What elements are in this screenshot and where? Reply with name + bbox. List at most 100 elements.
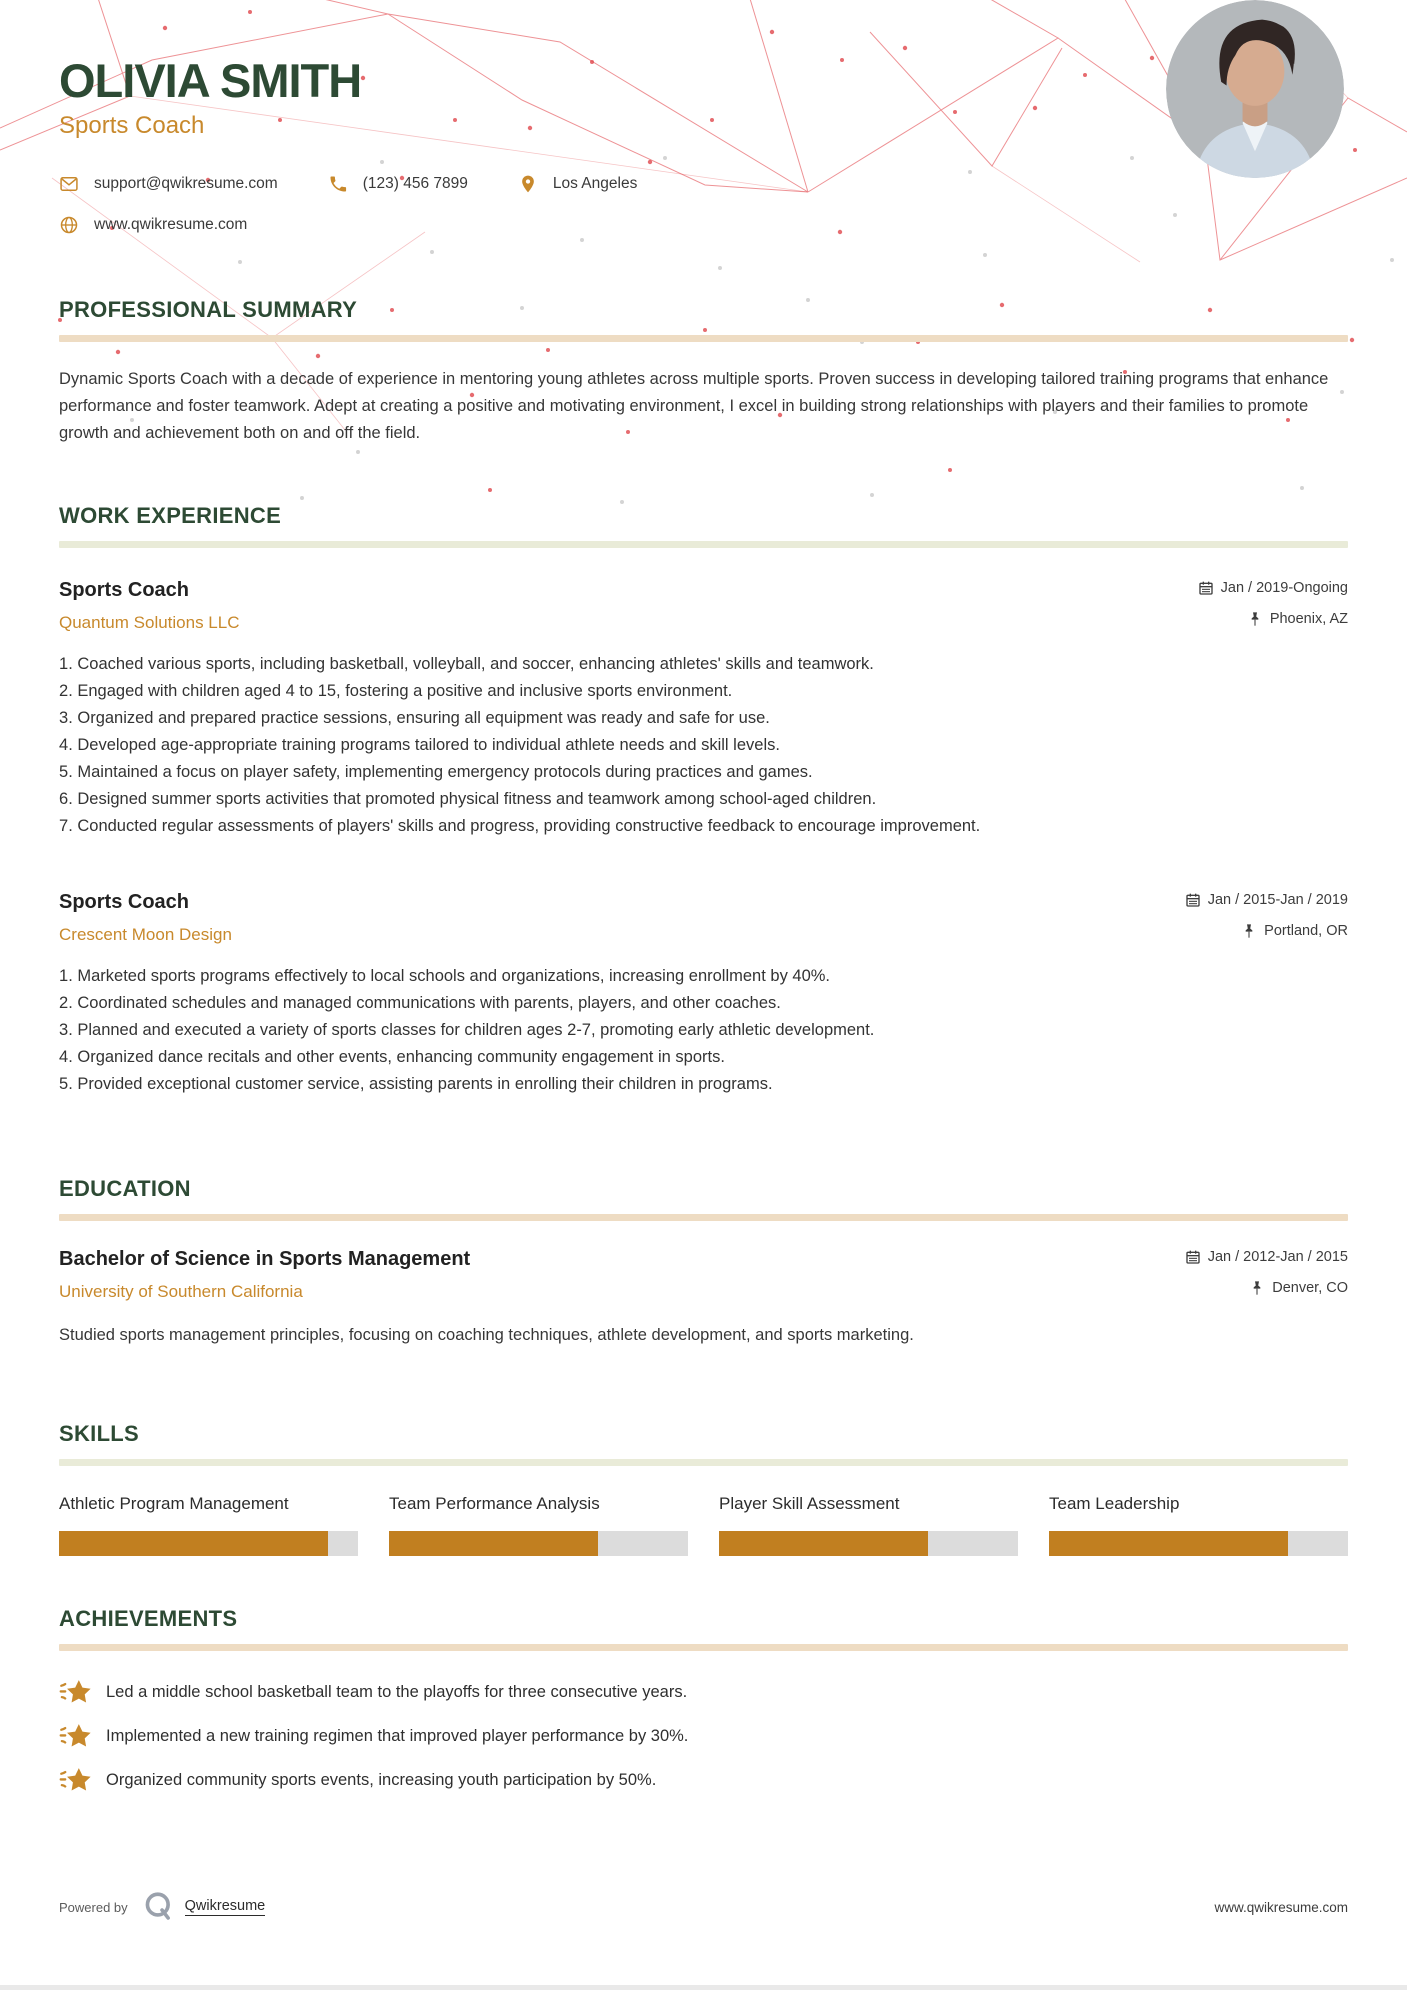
job-bullet: Coordinated schedules and managed commun… bbox=[77, 994, 781, 1013]
contact-row-1: support@qwikresume.com (123) 456 7899 Lo… bbox=[59, 174, 1348, 194]
job-entry-1: Sports Coach Quantum Solutions LLC bbox=[59, 578, 1348, 840]
job-bullet: Developed age-appropriate training progr… bbox=[77, 736, 780, 755]
section-rule bbox=[59, 541, 1348, 549]
avatar bbox=[1166, 0, 1344, 178]
contact-website[interactable]: www.qwikresume.com bbox=[59, 215, 247, 235]
skill-bar-track bbox=[719, 1531, 1018, 1557]
person-title: Sports Coach bbox=[59, 112, 205, 140]
skill-bar-track bbox=[1049, 1531, 1348, 1557]
section-work-experience: WORK EXPERIENCE Sports Coach Quantum Sol… bbox=[59, 503, 1348, 1098]
skill-bar-fill bbox=[59, 1531, 329, 1557]
education-location: Denver, CO bbox=[1185, 1280, 1348, 1296]
skill-label: Athletic Program Management bbox=[59, 1494, 289, 1514]
school-name: University of Southern California bbox=[59, 1282, 303, 1302]
skills-grid: Athletic Program Management Team Perform… bbox=[59, 1492, 1348, 1557]
achievement-item: Implemented a new training regimen that … bbox=[59, 1721, 1348, 1751]
pushpin-icon bbox=[1253, 1281, 1261, 1296]
degree-title: Bachelor of Science in Sports Management bbox=[59, 1248, 471, 1271]
job-location: Phoenix, AZ bbox=[1198, 611, 1348, 627]
section-rule bbox=[59, 1644, 1348, 1652]
job-location: Portland, OR bbox=[1185, 923, 1348, 939]
section-skills: SKILLS Athletic Program Management Team … bbox=[59, 1421, 1348, 1557]
calendar-icon bbox=[1186, 1251, 1200, 1265]
header: OLIVIA SMITH Sports Coach support@qwikre… bbox=[59, 0, 1348, 235]
skill-label: Player Skill Assessment bbox=[719, 1494, 900, 1514]
globe-icon bbox=[60, 217, 78, 234]
job-bullet: Coached various sports, including basket… bbox=[77, 655, 874, 674]
job-title: Sports Coach bbox=[59, 891, 190, 914]
job-bullet: Provided exceptional customer service, a… bbox=[77, 1075, 773, 1094]
job-bullet-list: Coached various sports, including basket… bbox=[59, 651, 1348, 840]
pushpin-icon bbox=[1245, 924, 1253, 939]
education-date-range: Jan / 2012-Jan / 2015 bbox=[1185, 1249, 1348, 1265]
job-entry-2: Sports Coach Crescent Moon Design bbox=[59, 890, 1348, 1098]
contact-phone: (123) 456 7899 bbox=[328, 174, 468, 194]
summary-text: Dynamic Sports Coach with a decade of ex… bbox=[59, 370, 1329, 443]
calendar-icon bbox=[1186, 894, 1200, 908]
skill-item: Team Performance Analysis bbox=[389, 1492, 688, 1557]
job-bullet: Organized dance recitals and other event… bbox=[77, 1048, 725, 1067]
skill-bar-fill bbox=[389, 1531, 599, 1557]
achievements-list: Led a middle school basketball team to t… bbox=[59, 1677, 1348, 1795]
skill-item: Athletic Program Management bbox=[59, 1492, 358, 1557]
skill-item: Player Skill Assessment bbox=[719, 1492, 1018, 1557]
phone-icon bbox=[330, 176, 346, 192]
skill-bar-track bbox=[389, 1531, 688, 1557]
achievement-item: Led a middle school basketball team to t… bbox=[59, 1677, 1348, 1707]
job-bullet: Engaged with children aged 4 to 15, fost… bbox=[77, 682, 733, 701]
footer: Powered by Qwikresume www.qwikresume.com bbox=[59, 1890, 1348, 1924]
section-rule bbox=[59, 1214, 1348, 1222]
person-name: OLIVIA SMITH bbox=[59, 54, 362, 107]
skill-bar-fill bbox=[1049, 1531, 1289, 1557]
qwikresume-logo-icon bbox=[145, 1892, 170, 1920]
skill-label: Team Leadership bbox=[1049, 1494, 1180, 1514]
skill-item: Team Leadership bbox=[1049, 1492, 1348, 1557]
job-bullet: Organized and prepared practice sessions… bbox=[77, 709, 770, 728]
job-bullet-list: Marketed sports programs effectively to … bbox=[59, 963, 1348, 1098]
achievement-text: Led a middle school basketball team to t… bbox=[106, 1682, 688, 1701]
avatar-illustration bbox=[1166, 0, 1344, 178]
section-education: EDUCATION Bachelor of Science in Sports … bbox=[59, 1176, 1348, 1349]
job-bullet: Marketed sports programs effectively to … bbox=[77, 967, 831, 986]
education-description: Studied sports management principles, fo… bbox=[59, 1326, 914, 1345]
location-pin-icon bbox=[522, 176, 534, 193]
job-bullet: Conducted regular assessments of players… bbox=[77, 817, 981, 836]
contact-website-text: www.qwikresume.com bbox=[94, 216, 248, 234]
summary-heading: PROFESSIONAL SUMMARY bbox=[59, 297, 358, 323]
job-date-range: Jan / 2015-Jan / 2019 bbox=[1185, 892, 1348, 908]
contact-email[interactable]: support@qwikresume.com bbox=[59, 174, 278, 194]
contact-email-text: support@qwikresume.com bbox=[94, 175, 278, 193]
powered-by-label: Powered by bbox=[59, 1899, 128, 1915]
skill-label: Team Performance Analysis bbox=[389, 1494, 600, 1514]
qwikresume-link[interactable]: Qwikresume bbox=[184, 1898, 266, 1916]
contact-phone-text: (123) 456 7899 bbox=[362, 175, 468, 193]
job-title: Sports Coach bbox=[59, 579, 190, 602]
job-bullet: Designed summer sports activities that p… bbox=[77, 790, 877, 809]
section-rule bbox=[59, 335, 1348, 343]
company-name: Quantum Solutions LLC bbox=[59, 613, 240, 633]
section-achievements: ACHIEVEMENTS Led a middle school basketb… bbox=[59, 1606, 1348, 1795]
shooting-star-icon bbox=[59, 1768, 91, 1791]
education-entry: Bachelor of Science in Sports Management… bbox=[59, 1247, 1348, 1349]
contact-location: Los Angeles bbox=[518, 174, 637, 194]
contact-location-text: Los Angeles bbox=[552, 175, 638, 193]
achievement-item: Organized community sports events, incre… bbox=[59, 1765, 1348, 1795]
job-date-range: Jan / 2019-Ongoing bbox=[1198, 580, 1348, 596]
shooting-star-icon bbox=[59, 1680, 91, 1703]
company-name: Crescent Moon Design bbox=[59, 925, 232, 945]
footer-site-url: www.qwikresume.com bbox=[1214, 1899, 1348, 1915]
page-bottom-strip bbox=[0, 1985, 1407, 1990]
job-bullet: Maintained a focus on player safety, imp… bbox=[77, 763, 813, 782]
shooting-star-icon bbox=[59, 1724, 91, 1747]
contact-row-2: www.qwikresume.com bbox=[59, 215, 1348, 235]
achievement-text: Implemented a new training regimen that … bbox=[106, 1726, 689, 1745]
section-professional-summary: PROFESSIONAL SUMMARY Dynamic Sports Coac… bbox=[59, 297, 1348, 447]
section-rule bbox=[59, 1459, 1348, 1467]
job-bullet: Planned and executed a variety of sports… bbox=[77, 1021, 875, 1040]
skill-bar-track bbox=[59, 1531, 358, 1557]
email-icon bbox=[60, 177, 78, 192]
calendar-icon bbox=[1198, 582, 1213, 596]
skill-bar-fill bbox=[719, 1531, 929, 1557]
achievements-heading: ACHIEVEMENTS bbox=[59, 1606, 238, 1632]
